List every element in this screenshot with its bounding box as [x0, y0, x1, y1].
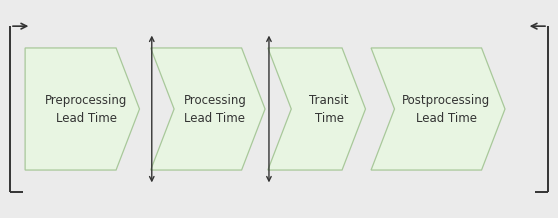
Polygon shape	[268, 48, 365, 170]
Polygon shape	[25, 48, 140, 170]
Text: Postprocessing
Lead Time: Postprocessing Lead Time	[402, 94, 490, 124]
Text: Processing
Lead Time: Processing Lead Time	[184, 94, 246, 124]
Text: Transit
Time: Transit Time	[310, 94, 349, 124]
Text: Preprocessing
Lead Time: Preprocessing Lead Time	[45, 94, 128, 124]
Polygon shape	[151, 48, 265, 170]
Polygon shape	[371, 48, 505, 170]
